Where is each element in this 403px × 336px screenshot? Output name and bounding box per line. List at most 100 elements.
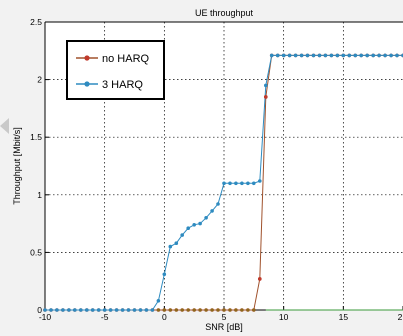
data-point-no-harq [216,308,220,312]
data-point-3-harq [85,308,89,312]
data-point-3-harq [67,308,71,312]
data-point-3-harq [258,179,262,183]
data-point-3-harq [246,181,250,186]
x-tick-label: 15 [339,312,349,322]
x-tick-label: 10 [279,312,289,322]
y-tick-label: 2.5 [30,17,42,27]
data-point-3-harq [216,202,220,206]
data-point-3-harq [353,53,358,58]
y-tick-label: 2 [37,75,42,85]
data-point-3-harq [275,53,280,58]
data-point-3-harq [323,53,328,58]
series-markers [43,53,403,312]
x-tick-label: 2 [398,312,403,322]
data-point-no-harq [180,308,184,312]
data-point-3-harq [222,181,226,186]
data-point-3-harq [174,241,179,245]
data-point-3-harq [377,53,381,58]
data-point-3-harq [144,308,149,312]
data-point-3-harq [299,53,304,58]
data-point-no-harq [198,308,202,312]
data-point-3-harq [204,216,208,220]
data-point-3-harq [264,83,268,88]
data-point-3-harq [311,53,316,58]
data-point-3-harq [335,53,340,58]
data-point-3-harq [359,53,364,58]
data-point-no-harq [222,308,226,312]
data-point-3-harq [73,308,77,312]
data-point-3-harq [228,181,232,186]
data-point-3-harq [132,308,137,312]
x-tick-label: -10 [39,312,52,322]
data-point-3-harq [395,53,399,58]
data-point-3-harq [240,181,244,186]
data-point-no-harq [168,308,172,312]
data-point-3-harq [371,53,376,58]
data-point-3-harq [49,308,53,312]
data-point-3-harq [281,53,286,58]
legend-label-no-harq: no HARQ [102,53,150,65]
data-point-3-harq [138,308,143,312]
data-point-3-harq [317,53,322,58]
data-point-3-harq [347,53,352,58]
data-point-3-harq [180,233,184,237]
data-point-no-harq [192,308,196,312]
data-point-no-harq [204,308,208,312]
x-axis-label: SNR [dB] [205,322,243,332]
data-point-no-harq [162,308,166,312]
data-point-3-harq [79,308,83,312]
data-point-3-harq [365,53,370,58]
data-point-3-harq [156,299,161,303]
y-tick-label: 1 [37,190,42,200]
y-tick-label: 1.5 [30,132,42,142]
data-point-3-harq [269,53,274,58]
data-point-no-harq [186,308,190,312]
data-point-no-harq [258,277,262,281]
x-tick-label: 5 [222,312,227,322]
data-point-3-harq [198,221,202,226]
data-point-no-harq [156,308,160,312]
data-point-3-harq [55,308,59,312]
data-point-3-harq [120,308,125,312]
data-point-3-harq [252,181,256,186]
legend-box [66,40,165,100]
y-tick-label: 0.5 [30,247,42,257]
legend-label-3-harq: 3 HARQ [102,79,143,91]
y-tick-label: 0 [37,305,42,315]
data-point-no-harq [246,308,250,312]
data-point-no-harq [252,308,256,312]
data-point-3-harq [43,308,47,312]
data-point-3-harq [90,308,95,312]
legend-marker-3-harq [84,81,90,87]
legend-marker-no-harq [84,55,90,61]
data-point-3-harq [329,53,334,58]
data-point-3-harq [114,308,119,312]
data-point-no-harq [228,308,232,312]
data-point-3-harq [61,308,65,312]
data-point-3-harq [162,272,167,277]
data-point-no-harq [210,308,214,312]
data-point-3-harq [293,53,298,58]
data-point-3-harq [287,53,292,58]
data-point-3-harq [341,53,346,58]
data-point-3-harq [150,308,155,312]
data-point-3-harq [108,308,113,312]
data-point-3-harq [192,223,196,227]
x-tick-label: -5 [101,312,109,322]
data-point-no-harq [240,308,244,312]
data-point-3-harq [186,226,190,230]
data-point-3-harq [234,181,238,186]
data-point-3-harq [305,53,310,58]
left-arrow-icon[interactable] [0,118,9,134]
y-axis-label: Throughput [Mbit/s] [12,127,22,205]
data-point-3-harq [168,244,173,249]
data-point-no-harq [264,95,268,99]
data-point-3-harq [102,308,107,312]
data-point-3-harq [389,53,393,58]
chart-title: UE throughput [195,8,254,18]
data-point-no-harq [234,308,238,312]
legend: no HARQ 3 HARQ [66,40,165,100]
data-point-no-harq [174,308,178,312]
data-point-3-harq [210,209,214,213]
